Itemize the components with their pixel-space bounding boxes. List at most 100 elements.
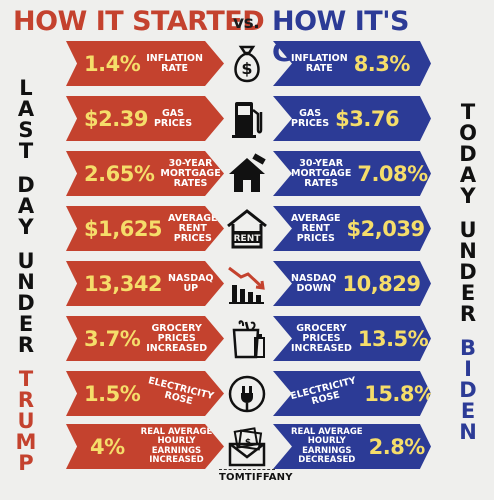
row-rent-prices: $1,625 AVERAGE RENT PRICES RENT AVERAGE … [0, 205, 494, 253]
footer-credit: TOMTIFFANY [219, 472, 293, 483]
rent-icon-text: RENT [234, 234, 262, 244]
letter: N [17, 270, 35, 294]
left-arrow-banner: 1.5% ELECTRICITY ROSE [66, 371, 224, 416]
right-arrow-banner: ELECTRICITY ROSE 15.8% [273, 371, 431, 416]
right-label: AVERAGE RENT PRICES [291, 212, 341, 244]
left-arrow-banner: 4% REAL AVERAGE HOURLY EARNINGS INCREASE… [66, 424, 224, 469]
row-nasdaq: 13,342 NASDAQ UP NASDAQ DOWN 10,829 [0, 260, 494, 308]
right-label: INFLATION RATE [291, 52, 348, 74]
right-value: 15.8% [364, 381, 435, 406]
house-icon [225, 152, 269, 196]
left-label: REAL AVERAGE HOURLY EARNINGS INCREASED [140, 426, 213, 465]
left-arrow-banner: 13,342 NASDAQ UP [66, 261, 224, 306]
right-value: 13.5% [357, 326, 429, 351]
left-arrow-banner: 2.65% 30-YEAR MORTGAGE RATES [66, 151, 224, 196]
row-gas-prices: $2.39 GAS PRICES GAS PRICES $3.76 [0, 95, 494, 143]
letter: D [17, 173, 35, 197]
letter: R [17, 388, 35, 412]
letter: B [459, 336, 476, 360]
right-value: 7.08% [357, 161, 428, 186]
letter: N [459, 239, 477, 263]
left-value: 2.65% [84, 161, 155, 186]
right-arrow-banner: GROCERY PRICES INCREASED 13.5% [273, 316, 431, 361]
letter: M [15, 430, 37, 454]
right-arrow-banner: NASDAQ DOWN 10,829 [273, 261, 431, 306]
letter: D [459, 260, 477, 284]
left-value: $2.39 [84, 106, 148, 131]
right-value: 10,829 [342, 271, 421, 296]
right-label: NASDAQ DOWN [291, 272, 337, 294]
letter: U [459, 218, 477, 242]
right-label: GROCERY PRICES INCREASED [291, 322, 352, 354]
row-mortgage-rates: 2.65% 30-YEAR MORTGAGE RATES 30-YEAR MOR… [0, 150, 494, 198]
right-arrow-banner: GAS PRICES $3.76 [273, 96, 431, 141]
declining-chart-icon [225, 262, 269, 306]
right-label: REAL AVERAGE HOURLY EARNINGS DECREASED [291, 426, 363, 465]
letter: U [17, 409, 35, 433]
left-value: 1.5% [84, 381, 141, 406]
left-label: GAS PRICES [153, 107, 193, 129]
right-value: 8.3% [353, 51, 411, 76]
right-arrow-banner: 30-YEAR MORTGAGE RATES 7.08% [273, 151, 431, 196]
letter: U [17, 249, 35, 273]
row-hourly-earnings: 4% REAL AVERAGE HOURLY EARNINGS INCREASE… [0, 423, 494, 471]
letter: D [17, 291, 35, 315]
letter: T [460, 100, 476, 124]
left-label: NASDAQ UP [168, 272, 214, 294]
left-value: 4% [90, 434, 125, 459]
letter: E [18, 312, 34, 336]
letter: R [459, 302, 477, 326]
letter: I [464, 357, 472, 381]
letter: D [459, 378, 477, 402]
left-arrow-banner: $2.39 GAS PRICES [66, 96, 224, 141]
left-value: 1.4% [84, 51, 141, 76]
letter: T [18, 139, 34, 163]
right-label: GAS PRICES [291, 107, 330, 129]
footer-divider [219, 469, 275, 471]
letter: P [18, 451, 34, 475]
right-value: $2,039 [346, 216, 426, 241]
letter: A [17, 97, 35, 121]
letter: E [460, 281, 476, 305]
right-value: 2.8% [368, 434, 426, 459]
right-arrow-banner: AVERAGE RENT PRICES $2,039 [273, 206, 431, 251]
left-label: 30-YEAR MORTGAGE RATES [160, 157, 221, 189]
letter: N [459, 420, 477, 444]
letter: R [17, 333, 35, 357]
right-arrow-banner: REAL AVERAGE HOURLY EARNINGS DECREASED 2… [273, 424, 431, 469]
letter: L [19, 76, 33, 100]
row-inflation: 1.4% INFLATION RATE $ INFLATION RATE 8.3… [0, 40, 494, 88]
cash-envelope-icon: $ [225, 425, 269, 469]
left-label: AVERAGE RENT PRICES [168, 212, 218, 244]
grocery-bag-icon [225, 317, 269, 361]
left-value: 3.7% [84, 326, 141, 351]
letter: A [17, 194, 35, 218]
right-label: ELECTRICITY ROSE [289, 374, 358, 407]
gas-pump-icon [225, 97, 269, 141]
title-how-it-started: HOW IT STARTED [13, 6, 265, 37]
letter: E [460, 399, 476, 423]
letter: Y [460, 184, 476, 208]
letter: D [459, 142, 477, 166]
money-bag-icon: $ [225, 42, 269, 86]
left-arrow-banner: 3.7% GROCERY PRICES INCREASED [66, 316, 224, 361]
left-value: $1,625 [84, 216, 163, 241]
letter: S [18, 118, 34, 142]
electric-plug-icon [225, 372, 269, 416]
left-value: 13,342 [84, 271, 163, 296]
right-label: 30-YEAR MORTGAGE RATES [291, 157, 352, 189]
letter: T [18, 367, 34, 391]
left-arrow-banner: 1.4% INFLATION RATE [66, 41, 224, 86]
left-label: INFLATION RATE [146, 52, 203, 74]
left-arrow-banner: $1,625 AVERAGE RENT PRICES [66, 206, 224, 251]
svg-text:$: $ [241, 59, 252, 78]
